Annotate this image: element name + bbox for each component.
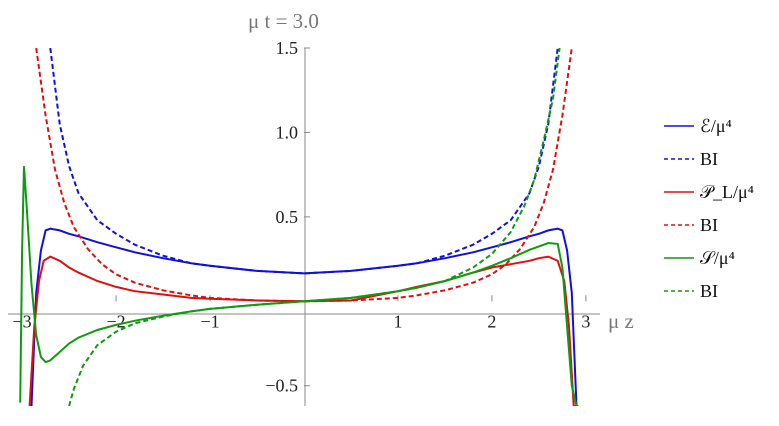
- legend-label: BI: [700, 281, 718, 301]
- x-tick-label: −1: [200, 311, 219, 331]
- x-tick-label: 2: [487, 311, 496, 331]
- plot-area: −3 −2 −1 1 2 3−0.50.51.01.5: [8, 38, 600, 406]
- legend-label: BI: [700, 215, 718, 235]
- series-line-6: [68, 48, 561, 406]
- x-tick-label: 1: [393, 311, 402, 331]
- y-tick-label: −0.5: [265, 376, 298, 396]
- series-line-1: [30, 227, 578, 406]
- tick-labels: −3 −2 −1 1 2 3−0.50.51.01.5: [13, 38, 591, 396]
- y-tick-label: 1.5: [276, 38, 299, 58]
- series-layer: [19, 48, 579, 406]
- legend: ℰ/μ⁴ BI 𝒫_L/μ⁴ BI 𝒮/μ⁴ BI: [664, 116, 754, 301]
- legend-label: 𝒫_L/μ⁴: [700, 182, 754, 202]
- y-tick-label: 0.5: [276, 207, 299, 227]
- legend-label: BI: [700, 149, 718, 169]
- x-tick-label: 3: [581, 311, 590, 331]
- chart-title: μ t = 3.0: [248, 9, 319, 33]
- series-line-4: [35, 48, 573, 303]
- legend-label: 𝒮/μ⁴: [700, 248, 735, 268]
- series-line-5: [19, 166, 578, 406]
- tick-marks: [21, 47, 587, 387]
- x-axis-label: μ z: [608, 309, 634, 333]
- series-line-2: [49, 48, 559, 275]
- y-tick-label: 1.0: [276, 122, 299, 142]
- legend-label: ℰ/μ⁴: [700, 116, 732, 136]
